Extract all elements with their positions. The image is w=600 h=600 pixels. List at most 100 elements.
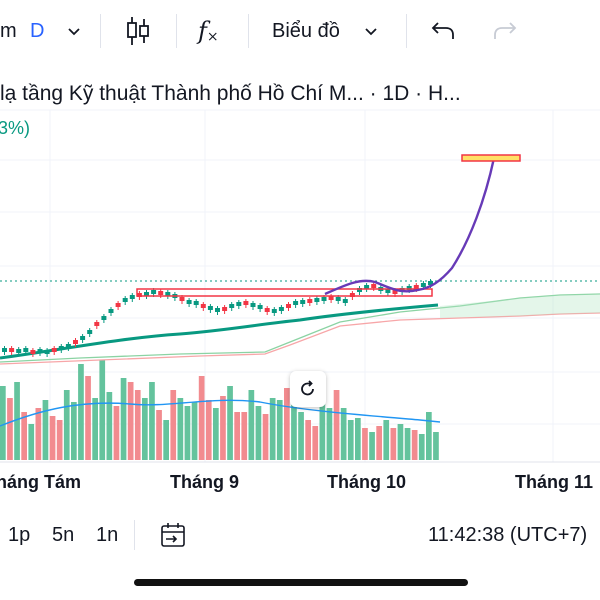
volume-bar <box>184 406 191 460</box>
candle-body <box>406 286 412 290</box>
interval-partial[interactable]: m <box>0 19 17 42</box>
time-axis-label: Tháng 9 <box>170 472 240 492</box>
candle-body <box>257 305 263 309</box>
volume-bar <box>85 376 91 460</box>
home-indicator <box>134 579 468 586</box>
candle-body <box>101 316 107 320</box>
volume-bar <box>362 428 368 460</box>
divider <box>134 520 135 550</box>
volume-bar <box>326 408 333 460</box>
volume-bar <box>255 406 262 460</box>
redo-icon[interactable] <box>492 0 518 62</box>
lower-band <box>0 312 600 365</box>
candle-body <box>229 304 235 308</box>
candle-body <box>250 303 256 307</box>
range-5n[interactable]: 5n <box>52 524 75 546</box>
volume-bar <box>298 412 304 460</box>
volume-bar <box>71 402 77 460</box>
volume-bar <box>170 390 177 460</box>
volume-bar <box>227 386 233 460</box>
time-axis-label: Tháng 10 <box>327 472 407 492</box>
candle-body <box>357 288 362 292</box>
volume-ma-line <box>0 399 441 427</box>
candle-body <box>80 336 86 340</box>
volume-bar <box>411 430 418 460</box>
target-marker <box>461 154 521 162</box>
volume-bar <box>0 386 6 460</box>
volume-bar <box>291 404 297 460</box>
volume-bar <box>63 390 70 460</box>
volume-bar <box>404 428 411 460</box>
candle-body <box>349 293 355 297</box>
volume-bar <box>21 412 27 460</box>
bottom-toolbar: 1p 5n 1n 11:42:38 (UTC+7) <box>0 510 600 560</box>
candle-body <box>328 296 334 300</box>
candle-body <box>179 297 185 301</box>
volume-bar <box>355 418 361 460</box>
candle-body <box>51 348 57 352</box>
chart-type-button[interactable]: Biểu đồ <box>272 19 340 42</box>
indicator-fx-icon[interactable]: f × <box>198 17 219 45</box>
candle-body <box>215 308 220 312</box>
volume-bar <box>92 398 98 460</box>
candle-body <box>293 301 299 305</box>
candle-body <box>342 299 348 303</box>
volume-bar <box>418 434 425 460</box>
volume-bar <box>213 408 219 460</box>
goto-date-icon[interactable] <box>158 520 188 556</box>
interval-chevron-down-icon[interactable] <box>66 0 82 62</box>
volume-bar <box>426 412 432 460</box>
volume-bar <box>319 404 326 460</box>
time-axis-label: Tháng 11 <box>515 472 594 492</box>
volume-bar <box>99 360 106 460</box>
candle-body <box>87 330 93 334</box>
price-chart[interactable] <box>0 62 600 502</box>
candle-body <box>271 309 277 313</box>
candles-icon[interactable] <box>124 0 152 62</box>
candle-body <box>392 290 398 294</box>
volume-bar <box>269 398 276 460</box>
candle-body <box>236 302 242 306</box>
volume-bar <box>42 400 49 460</box>
candle-body <box>165 292 171 296</box>
undo-icon[interactable] <box>430 0 456 62</box>
volume-bar <box>397 424 404 460</box>
range-1p[interactable]: 1p <box>8 524 31 546</box>
volume-bar <box>106 392 113 460</box>
time-axis: háng Tám Tháng 9 Tháng 10 Tháng 11 <box>0 472 600 496</box>
candle-body <box>158 291 164 295</box>
candle-body <box>186 300 192 304</box>
clock[interactable]: 11:42:38 (UTC+7) <box>428 524 588 546</box>
cloud-fill <box>440 294 600 318</box>
volume-bar <box>35 408 42 460</box>
volume-bar <box>127 382 134 460</box>
volume-bar <box>156 410 162 460</box>
volume-bar <box>276 400 283 460</box>
candle-body <box>307 299 313 303</box>
volume-bar <box>220 396 226 460</box>
candle-body <box>30 350 36 354</box>
volume-bar <box>262 414 269 460</box>
reset-zoom-button[interactable] <box>290 371 326 407</box>
candle-body <box>222 307 228 311</box>
interval-button[interactable]: D <box>30 19 45 42</box>
volume-bar <box>383 420 390 460</box>
volume-bar <box>49 416 56 460</box>
volume-bar <box>376 426 382 460</box>
volume-bar <box>333 390 340 460</box>
candle-body <box>115 303 121 307</box>
candle-body <box>37 349 43 353</box>
volume-bar <box>340 408 347 460</box>
range-1n[interactable]: 1n <box>96 524 119 546</box>
volume-bar <box>305 420 311 460</box>
candle-body <box>413 285 419 289</box>
volume-bar <box>191 402 198 460</box>
chart-type-chevron-down-icon[interactable] <box>363 0 379 62</box>
candle-body <box>385 289 391 293</box>
candle-body <box>129 295 135 299</box>
change-percent: 3%) <box>0 118 31 138</box>
symbol-title[interactable]: lạ tầng Kỹ thuật Thành phố Hồ Chí M... ·… <box>0 82 461 105</box>
chart-toolbar: m D f × Biểu đồ <box>0 0 600 62</box>
upper-band <box>0 293 600 363</box>
candle-body <box>314 298 320 302</box>
